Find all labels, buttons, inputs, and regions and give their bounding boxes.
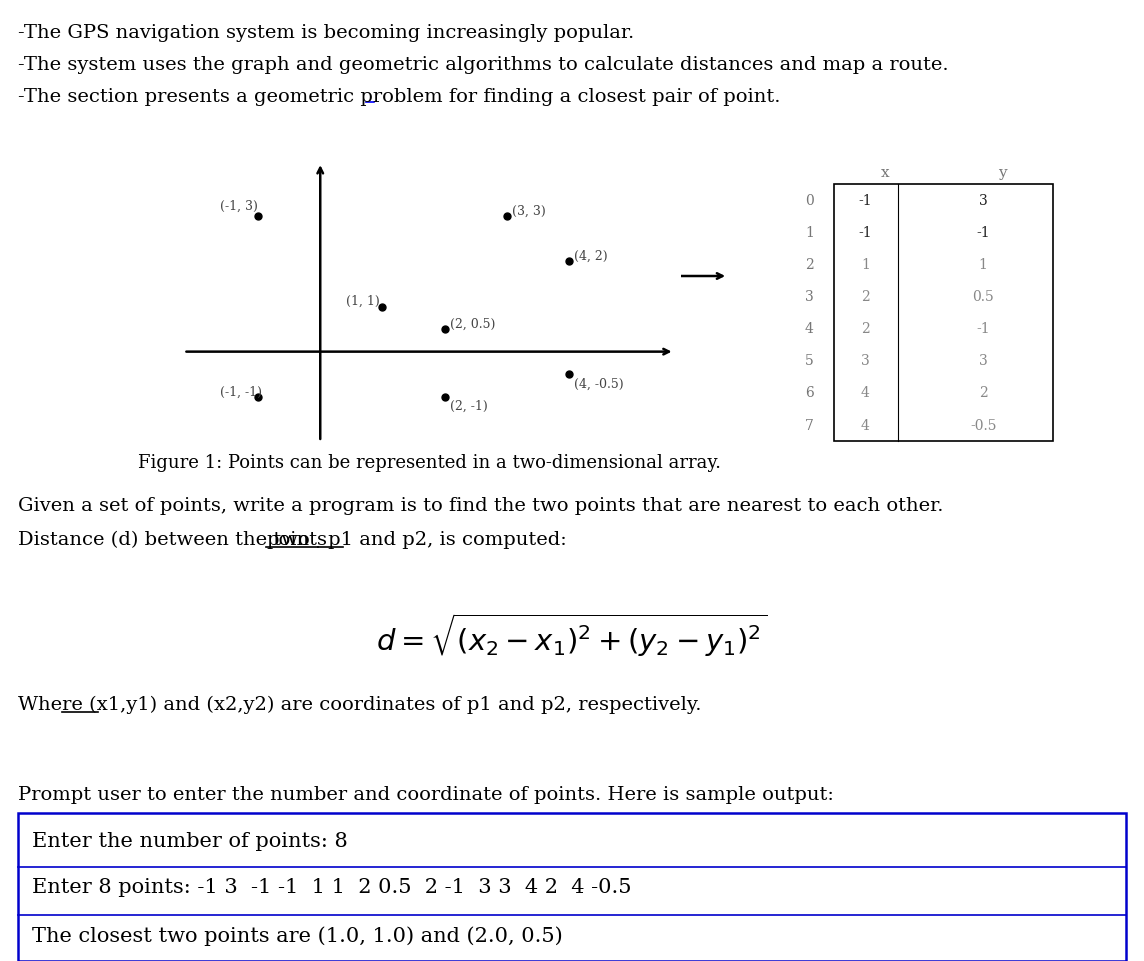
Text: Enter the number of points: 8: Enter the number of points: 8 [32, 831, 348, 850]
Text: Given a set of points, write a program is to find the two points that are neares: Given a set of points, write a program i… [18, 497, 944, 514]
Text: Where (x1,y1) and (x2,y2) are coordinates of p1 and p2, respectively.: Where (x1,y1) and (x2,y2) are coordinate… [18, 695, 701, 713]
Text: (2, -1): (2, -1) [450, 400, 487, 413]
Text: -1: -1 [976, 226, 990, 239]
Text: p1 and p2, is computed:: p1 and p2, is computed: [318, 530, 566, 549]
Text: 1: 1 [805, 226, 813, 239]
Text: (4, -0.5): (4, -0.5) [574, 378, 623, 390]
Text: 1: 1 [861, 258, 869, 272]
Text: (2, 0.5): (2, 0.5) [450, 317, 495, 331]
Text: Prompt user to enter the number and coordinate of points. Here is sample output:: Prompt user to enter the number and coor… [18, 785, 834, 803]
Text: Enter 8 points: -1 3  -1 -1  1 1  2 0.5  2 -1  3 3  4 2  4 -0.5: Enter 8 points: -1 3 -1 -1 1 1 2 0.5 2 -… [32, 877, 631, 896]
Text: x: x [881, 166, 889, 180]
Text: 7: 7 [805, 418, 813, 432]
Text: The closest two points are (1.0, 1.0) and (2.0, 0.5): The closest two points are (1.0, 1.0) an… [32, 925, 563, 945]
Text: 3: 3 [979, 193, 987, 208]
Text: (4, 2): (4, 2) [574, 250, 609, 262]
Text: -The GPS navigation system is becoming increasingly popular.: -The GPS navigation system is becoming i… [18, 24, 634, 42]
Text: -The system uses the graph and geometric algorithms to calculate distances and m: -The system uses the graph and geometric… [18, 56, 948, 74]
Text: y: y [998, 166, 1007, 180]
Text: 4: 4 [805, 322, 813, 335]
Text: (1, 1): (1, 1) [347, 295, 380, 308]
Text: (-1, -1): (-1, -1) [220, 385, 262, 399]
Text: -1: -1 [976, 322, 990, 335]
Text: -1: -1 [858, 226, 872, 239]
Text: 4: 4 [861, 418, 869, 432]
Text: 5: 5 [805, 354, 813, 368]
Text: 2: 2 [861, 290, 869, 304]
Text: (3, 3): (3, 3) [513, 205, 546, 218]
Text: 1: 1 [979, 258, 987, 272]
Text: Figure 1: Points can be represented in a two-dimensional array.: Figure 1: Points can be represented in a… [138, 454, 722, 472]
Text: -1: -1 [858, 193, 872, 208]
Text: 2: 2 [979, 386, 987, 400]
Text: 2: 2 [805, 258, 813, 272]
Text: -0.5: -0.5 [970, 418, 996, 432]
Text: -The section presents a geometric problem for finding a closest pair of point.: -The section presents a geometric proble… [18, 87, 780, 106]
Text: 3: 3 [805, 290, 813, 304]
Bar [18, 813, 1126, 961]
Text: 2: 2 [861, 322, 869, 335]
Text: points: points [267, 530, 327, 549]
Text: 3: 3 [861, 354, 869, 368]
Text: 0: 0 [805, 193, 813, 208]
Bar [834, 185, 1052, 441]
Text: $d = \sqrt{\left(x_2 - x_1\right)^2 + \left(y_2 - y_1\right)^2}$: $d = \sqrt{\left(x_2 - x_1\right)^2 + \l… [376, 610, 768, 658]
Text: 3: 3 [979, 354, 987, 368]
Text: 6: 6 [805, 386, 813, 400]
Text: Distance (d) between the two: Distance (d) between the two [18, 530, 316, 549]
Text: 0.5: 0.5 [972, 290, 994, 304]
Text: 4: 4 [861, 386, 869, 400]
Text: (-1, 3): (-1, 3) [220, 199, 257, 212]
